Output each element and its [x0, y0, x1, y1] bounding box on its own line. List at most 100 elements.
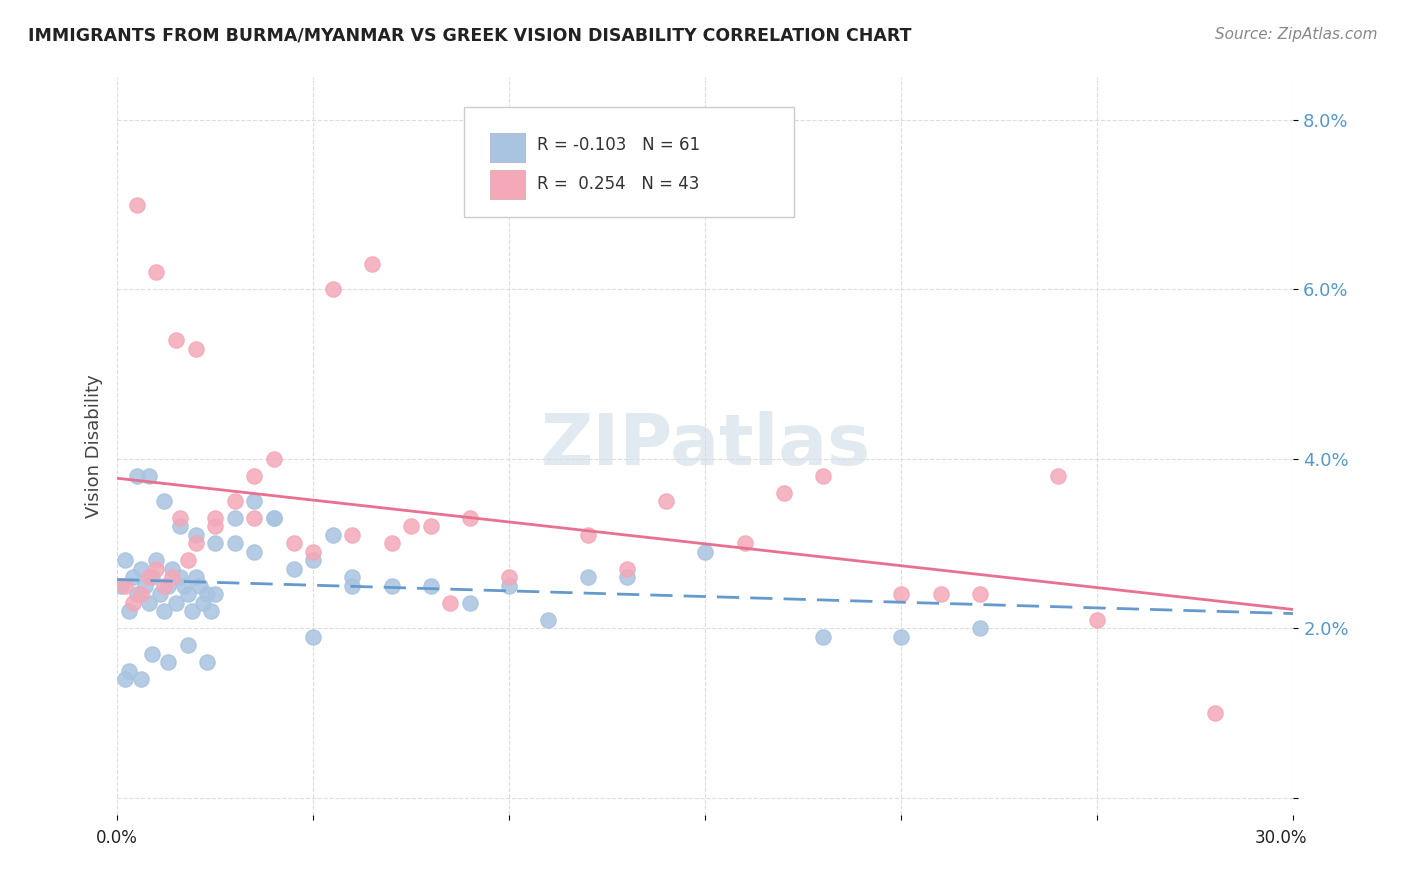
- Point: [263, 511, 285, 525]
- Point: [165, 596, 187, 610]
- Point: [184, 536, 207, 550]
- Point: [157, 579, 180, 593]
- Point: [114, 553, 136, 567]
- Point: [243, 511, 266, 525]
- Point: [153, 494, 176, 508]
- Point: [734, 536, 756, 550]
- Point: [342, 528, 364, 542]
- Point: [118, 664, 141, 678]
- Point: [138, 570, 160, 584]
- Point: [458, 596, 481, 610]
- Point: [157, 655, 180, 669]
- Point: [177, 553, 200, 567]
- Point: [204, 536, 226, 550]
- Point: [302, 553, 325, 567]
- Point: [322, 528, 344, 542]
- Point: [204, 519, 226, 533]
- Point: [1047, 468, 1070, 483]
- Point: [184, 570, 207, 584]
- Point: [165, 333, 187, 347]
- FancyBboxPatch shape: [491, 169, 526, 199]
- Point: [890, 630, 912, 644]
- Point: [695, 545, 717, 559]
- Point: [141, 570, 163, 584]
- Point: [419, 579, 441, 593]
- Point: [173, 579, 195, 593]
- Point: [204, 511, 226, 525]
- Point: [204, 587, 226, 601]
- Text: R =  0.254   N = 43: R = 0.254 N = 43: [537, 176, 700, 194]
- Text: 30.0%: 30.0%: [1256, 829, 1308, 847]
- Text: Source: ZipAtlas.com: Source: ZipAtlas.com: [1215, 27, 1378, 42]
- Point: [153, 604, 176, 618]
- Point: [169, 570, 191, 584]
- Point: [114, 579, 136, 593]
- Point: [149, 587, 172, 601]
- Point: [224, 494, 246, 508]
- Point: [118, 604, 141, 618]
- Point: [1204, 706, 1226, 720]
- Point: [134, 579, 156, 593]
- Point: [129, 672, 152, 686]
- Point: [195, 655, 218, 669]
- Point: [129, 587, 152, 601]
- Point: [145, 562, 167, 576]
- Point: [184, 528, 207, 542]
- Point: [169, 519, 191, 533]
- Point: [302, 630, 325, 644]
- Point: [263, 451, 285, 466]
- Point: [138, 596, 160, 610]
- Point: [772, 485, 794, 500]
- Point: [177, 638, 200, 652]
- Point: [160, 562, 183, 576]
- Point: [125, 197, 148, 211]
- Point: [361, 257, 384, 271]
- Point: [401, 519, 423, 533]
- Point: [200, 604, 222, 618]
- Point: [537, 613, 560, 627]
- Point: [145, 553, 167, 567]
- Point: [122, 596, 145, 610]
- FancyBboxPatch shape: [491, 133, 526, 162]
- Point: [439, 596, 461, 610]
- Text: IMMIGRANTS FROM BURMA/MYANMAR VS GREEK VISION DISABILITY CORRELATION CHART: IMMIGRANTS FROM BURMA/MYANMAR VS GREEK V…: [28, 27, 911, 45]
- Point: [302, 545, 325, 559]
- Point: [576, 570, 599, 584]
- Text: R = -0.103   N = 61: R = -0.103 N = 61: [537, 136, 700, 154]
- Point: [193, 596, 215, 610]
- Point: [129, 562, 152, 576]
- Point: [576, 528, 599, 542]
- Point: [381, 536, 404, 550]
- Point: [616, 570, 638, 584]
- Point: [616, 562, 638, 576]
- Point: [498, 570, 520, 584]
- Point: [322, 282, 344, 296]
- Text: 0.0%: 0.0%: [96, 829, 138, 847]
- Point: [263, 511, 285, 525]
- Point: [224, 536, 246, 550]
- Point: [283, 536, 305, 550]
- Point: [243, 468, 266, 483]
- Point: [125, 468, 148, 483]
- Point: [381, 579, 404, 593]
- Point: [811, 468, 834, 483]
- Point: [180, 604, 202, 618]
- Text: ZIPatlas: ZIPatlas: [540, 411, 870, 481]
- Point: [195, 587, 218, 601]
- Point: [125, 587, 148, 601]
- Point: [141, 647, 163, 661]
- Point: [145, 265, 167, 279]
- Point: [342, 570, 364, 584]
- Point: [655, 494, 678, 508]
- Point: [283, 562, 305, 576]
- Point: [160, 570, 183, 584]
- Point: [224, 511, 246, 525]
- Point: [1087, 613, 1109, 627]
- Point: [169, 511, 191, 525]
- Point: [890, 587, 912, 601]
- Point: [243, 494, 266, 508]
- Point: [969, 621, 991, 635]
- Y-axis label: Vision Disability: Vision Disability: [86, 374, 103, 518]
- Point: [114, 672, 136, 686]
- Point: [342, 579, 364, 593]
